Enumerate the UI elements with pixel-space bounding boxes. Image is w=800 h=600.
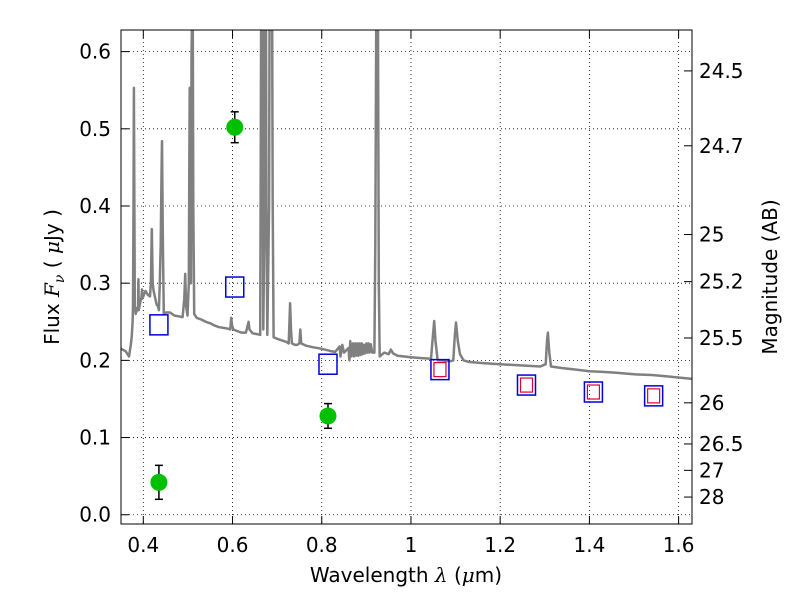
- y-tick-label: 0.2: [79, 348, 111, 372]
- x-tick-label: 0.4: [127, 533, 159, 557]
- y-axis-label: Flux Fν ( μJy ): [40, 209, 68, 345]
- y-tick-label: 0.5: [79, 117, 111, 141]
- model-spectrum-line: [121, 30, 692, 381]
- y-right-tick-label: 26.5: [699, 432, 744, 456]
- y-right-tick-label: 25: [699, 223, 724, 247]
- y-right-tick-label: 25.2: [699, 270, 744, 294]
- model-flux-box: [225, 276, 245, 298]
- y-right-tick-label: 25.5: [699, 326, 744, 350]
- photometry-point: [150, 473, 168, 491]
- model-flux-box-inner: [433, 362, 447, 378]
- y-tick-label: 0.4: [79, 194, 111, 218]
- y-tick-label: 0.6: [79, 40, 111, 64]
- plot-background: [121, 30, 692, 524]
- x-tick-label: 1.2: [484, 533, 516, 557]
- y-axis-right-label: Magnitude (AB): [758, 199, 782, 354]
- plot-frame: [120, 29, 693, 525]
- y-right-tick-label: 27: [699, 458, 724, 482]
- ticks: 0.4 0.6 0.8 1 1.2 1.4 1.6 0.0 0.1 0.2 0.3 0.4 0.5 0.6…: [79, 30, 744, 557]
- x-tick-label: 1.4: [573, 533, 605, 557]
- model-flux-box: [643, 385, 664, 407]
- model-flux-box: [149, 314, 169, 336]
- series-layer: [121, 30, 692, 381]
- model-flux-box: [318, 353, 338, 375]
- marker-layer: [149, 111, 664, 501]
- x-tick-label: 1: [405, 533, 418, 557]
- x-tick-label: 0.6: [217, 533, 249, 557]
- model-flux-box-inner: [519, 377, 534, 393]
- model-flux-box: [430, 358, 450, 381]
- y-tick-label: 0.3: [79, 271, 111, 295]
- y-right-tick-label: 26: [699, 391, 724, 415]
- x-tick-label: 1.6: [663, 533, 695, 557]
- model-flux-box-inner: [647, 388, 661, 404]
- model-flux-box: [516, 374, 537, 396]
- y-right-tick-label: 24.5: [699, 59, 744, 83]
- photometry-point: [226, 118, 244, 136]
- model-flux-box-inner: [586, 384, 601, 400]
- y-tick-label: 0.1: [79, 426, 111, 450]
- photometry-point: [319, 407, 337, 425]
- y-right-tick-label: 24.7: [699, 134, 744, 158]
- y-right-tick-label: 28: [699, 485, 724, 509]
- x-tick-label: 0.8: [306, 533, 338, 557]
- x-axis-label: Wavelength λ (μm): [310, 563, 502, 587]
- model-flux-box: [583, 381, 604, 403]
- y-tick-label: 0.0: [79, 503, 111, 527]
